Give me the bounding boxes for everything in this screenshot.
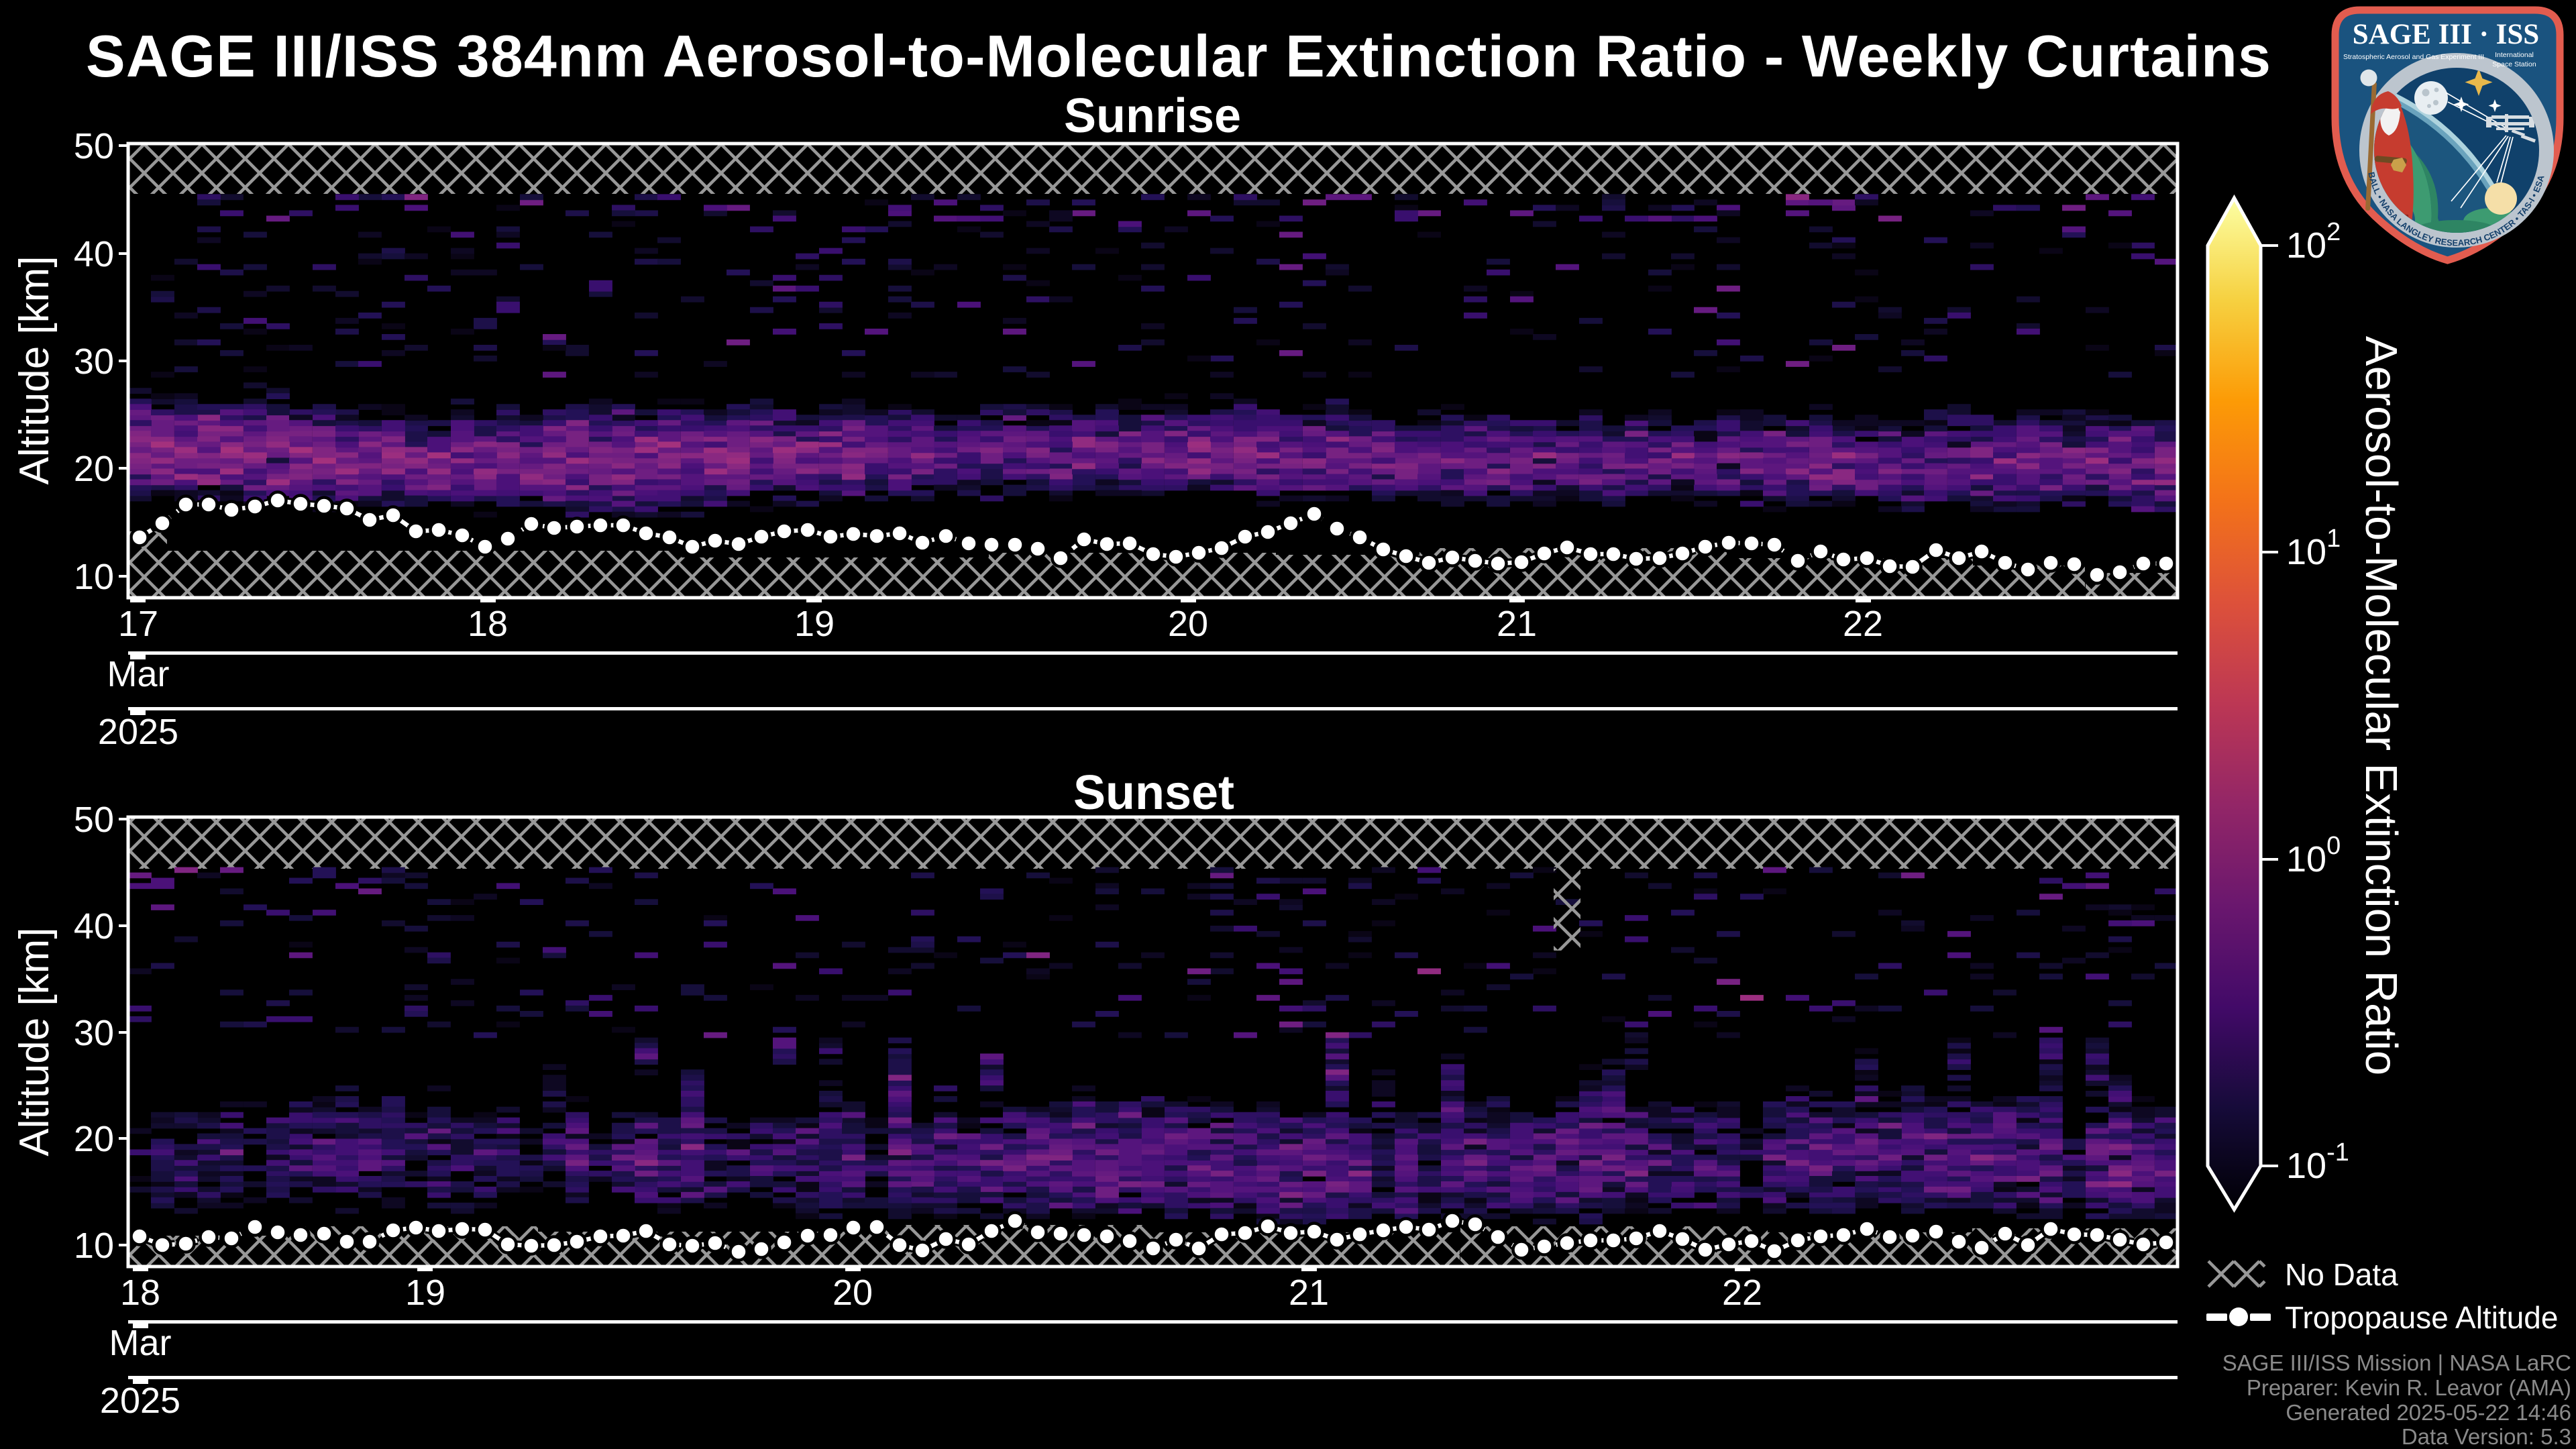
svg-text:2025: 2025 (100, 1381, 180, 1421)
svg-text:Altitude [km]: Altitude [km] (11, 256, 58, 484)
svg-text:Preparer: Kevin R. Leavor (AMA: Preparer: Kevin R. Leavor (AMA) (2247, 1375, 2571, 1400)
svg-text:2025: 2025 (98, 712, 178, 752)
svg-text:Tropopause Altitude: Tropopause Altitude (2285, 1300, 2558, 1335)
svg-text:20: 20 (1168, 604, 1208, 644)
svg-text:Space Station: Space Station (2492, 60, 2536, 68)
svg-text:50: 50 (74, 126, 114, 166)
svg-text:30: 30 (74, 1013, 114, 1053)
svg-text:No Data: No Data (2285, 1257, 2398, 1292)
svg-text:Altitude [km]: Altitude [km] (11, 927, 58, 1156)
svg-text:SAGE III · ISS: SAGE III · ISS (2353, 19, 2539, 50)
svg-text:International: International (2495, 51, 2534, 59)
svg-text:50: 50 (74, 800, 114, 840)
svg-text:Sunrise: Sunrise (1064, 89, 1241, 143)
svg-text:18: 18 (120, 1273, 160, 1313)
svg-text:Generated 2025-05-22 14:46: Generated 2025-05-22 14:46 (2286, 1400, 2571, 1425)
svg-text:Mar: Mar (109, 1323, 172, 1363)
svg-text:100: 100 (2286, 832, 2341, 879)
svg-text:10: 10 (74, 557, 114, 597)
svg-text:22: 22 (1843, 604, 1883, 644)
svg-text:20: 20 (833, 1273, 873, 1313)
svg-text:19: 19 (794, 604, 835, 644)
svg-text:30: 30 (74, 341, 114, 382)
svg-text:Aerosol-to-Molecular Extinctio: Aerosol-to-Molecular Extinction Ratio (2356, 336, 2406, 1075)
svg-text:SAGE III/ISS Mission | NASA La: SAGE III/ISS Mission | NASA LaRC (2222, 1350, 2571, 1375)
svg-text:10: 10 (74, 1226, 114, 1266)
svg-text:SAGE III/ISS 384nm Aerosol-to-: SAGE III/ISS 384nm Aerosol-to-Molecular … (86, 23, 2271, 89)
svg-text:19: 19 (405, 1273, 445, 1313)
svg-text:18: 18 (468, 604, 508, 644)
svg-text:40: 40 (74, 906, 114, 947)
svg-text:21: 21 (1289, 1273, 1329, 1313)
svg-text:17: 17 (118, 604, 158, 644)
svg-text:20: 20 (74, 1119, 114, 1159)
svg-text:20: 20 (74, 449, 114, 489)
svg-text:Sunset: Sunset (1073, 766, 1234, 820)
svg-text:Mar: Mar (107, 654, 170, 694)
svg-text:22: 22 (1722, 1273, 1762, 1313)
svg-text:Stratospheric Aerosol and Gas: Stratospheric Aerosol and Gas Experiment… (2343, 53, 2484, 61)
svg-text:40: 40 (74, 234, 114, 274)
svg-text:21: 21 (1497, 604, 1537, 644)
svg-text:Data Version: 5.3: Data Version: 5.3 (2402, 1424, 2571, 1449)
